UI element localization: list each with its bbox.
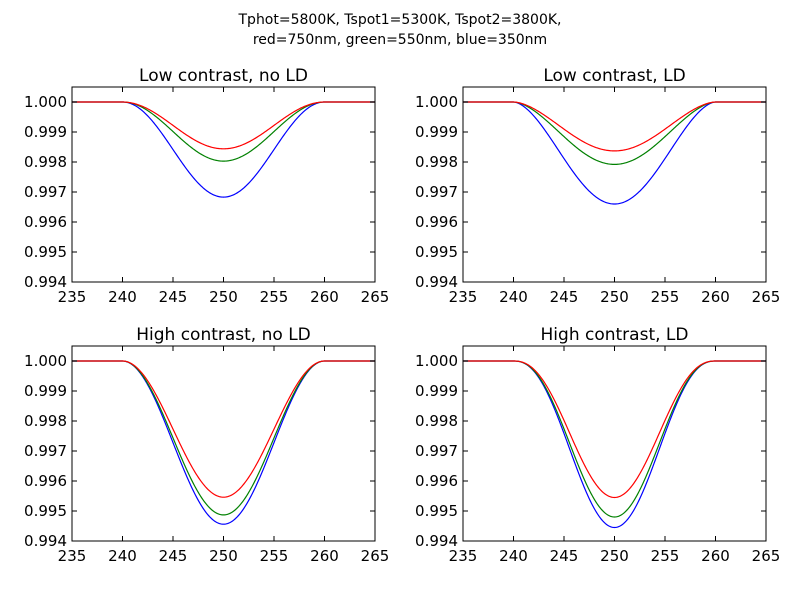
series-line-2 xyxy=(463,360,766,518)
x-tick-label: 245 xyxy=(159,547,188,565)
x-tick-label: 245 xyxy=(550,547,579,565)
x-tick-label: 235 xyxy=(58,288,87,306)
y-tick-label: 0.996 xyxy=(24,472,67,490)
series-line-2 xyxy=(463,101,766,166)
y-tick-label: 1.000 xyxy=(24,352,67,370)
y-tick-label: 0.994 xyxy=(24,273,67,291)
y-tick-label: 0.998 xyxy=(415,412,458,430)
y-tick-label: 0.996 xyxy=(415,472,458,490)
y-tick-label: 0.994 xyxy=(415,273,458,291)
y-tick-label: 0.995 xyxy=(24,502,67,520)
y-tick-label: 0.997 xyxy=(415,442,458,460)
chart-panel-1: Low contrast, no LD 235 240 245 250 255 260 265… xyxy=(24,66,389,306)
y-tick-label: 1.000 xyxy=(415,93,458,111)
y-tick-label: 0.995 xyxy=(24,243,67,261)
x-tick-label: 255 xyxy=(651,547,680,565)
y-tick-label: 0.994 xyxy=(24,532,67,550)
x-tick-label: 235 xyxy=(449,547,478,565)
series-line-3 xyxy=(72,360,375,498)
x-tick-label: 235 xyxy=(449,288,478,306)
y-tick-label: 0.998 xyxy=(24,153,67,171)
axes-frame xyxy=(71,86,376,283)
y-tick-label: 0.997 xyxy=(24,442,67,460)
y-tick-label: 0.999 xyxy=(24,382,67,400)
series-line-3 xyxy=(463,360,766,499)
y-tick-label: 0.997 xyxy=(24,183,67,201)
y-tick-label: 0.996 xyxy=(415,213,458,231)
chart-panel-2: Low contrast, LD 235 240 245 250 255 260 265 0.9… xyxy=(415,66,780,306)
x-tick-label: 250 xyxy=(209,288,238,306)
x-tick-label: 265 xyxy=(361,547,390,565)
y-tick-label: 0.999 xyxy=(415,123,458,141)
y-tick-label: 0.995 xyxy=(415,502,458,520)
x-tick-label: 250 xyxy=(600,547,629,565)
x-tick-label: 250 xyxy=(209,547,238,565)
x-tick-label: 240 xyxy=(108,547,137,565)
y-tick-label: 0.997 xyxy=(415,183,458,201)
x-tick-label: 265 xyxy=(752,288,781,306)
axes-frame xyxy=(462,86,767,283)
y-tick-label: 0.998 xyxy=(415,153,458,171)
figure-suptitle-line1: Tphot=5800K, Tspot1=5300K, Tspot2=3800K, xyxy=(238,12,562,28)
series-line-2 xyxy=(72,360,375,516)
x-tick-label: 240 xyxy=(108,288,137,306)
y-tick-label: 0.996 xyxy=(24,213,67,231)
panel-title: High contrast, LD xyxy=(541,325,689,345)
x-tick-label: 260 xyxy=(701,547,730,565)
x-tick-label: 250 xyxy=(600,288,629,306)
x-tick-label: 255 xyxy=(260,547,289,565)
panel-title: High contrast, no LD xyxy=(136,325,311,345)
x-tick-label: 265 xyxy=(752,547,781,565)
chart-panel-4: High contrast, LD 235 240 245 250 255 260 265 0.… xyxy=(415,325,780,565)
series-line-1 xyxy=(72,101,375,198)
y-tick-label: 1.000 xyxy=(415,352,458,370)
y-tick-label: 0.994 xyxy=(415,532,458,550)
x-tick-label: 260 xyxy=(310,288,339,306)
y-tick-label: 0.999 xyxy=(24,123,67,141)
x-tick-label: 260 xyxy=(310,547,339,565)
panel-title: Low contrast, no LD xyxy=(139,66,308,86)
x-tick-label: 255 xyxy=(651,288,680,306)
panel-title: Low contrast, LD xyxy=(543,66,685,86)
series-line-3 xyxy=(463,101,766,152)
series-line-1 xyxy=(463,101,766,205)
series-line-2 xyxy=(72,101,375,162)
figure-suptitle-line2: red=750nm, green=550nm, blue=350nm xyxy=(252,32,548,48)
chart-panel-3: High contrast, no LD 235 240 245 250 255 260 26… xyxy=(24,325,389,565)
series-line-1 xyxy=(72,360,375,525)
series-line-3 xyxy=(72,101,375,150)
x-tick-label: 245 xyxy=(550,288,579,306)
x-tick-label: 265 xyxy=(361,288,390,306)
x-tick-label: 245 xyxy=(159,288,188,306)
y-tick-label: 0.998 xyxy=(24,412,67,430)
series-line-1 xyxy=(463,360,766,529)
x-tick-label: 240 xyxy=(499,288,528,306)
x-tick-label: 235 xyxy=(58,547,87,565)
y-tick-label: 0.999 xyxy=(415,382,458,400)
y-tick-label: 0.995 xyxy=(415,243,458,261)
x-tick-label: 260 xyxy=(701,288,730,306)
axes-frame xyxy=(71,345,376,542)
x-tick-label: 255 xyxy=(260,288,289,306)
x-tick-label: 240 xyxy=(499,547,528,565)
axes-frame xyxy=(462,345,767,542)
y-tick-label: 1.000 xyxy=(24,93,67,111)
